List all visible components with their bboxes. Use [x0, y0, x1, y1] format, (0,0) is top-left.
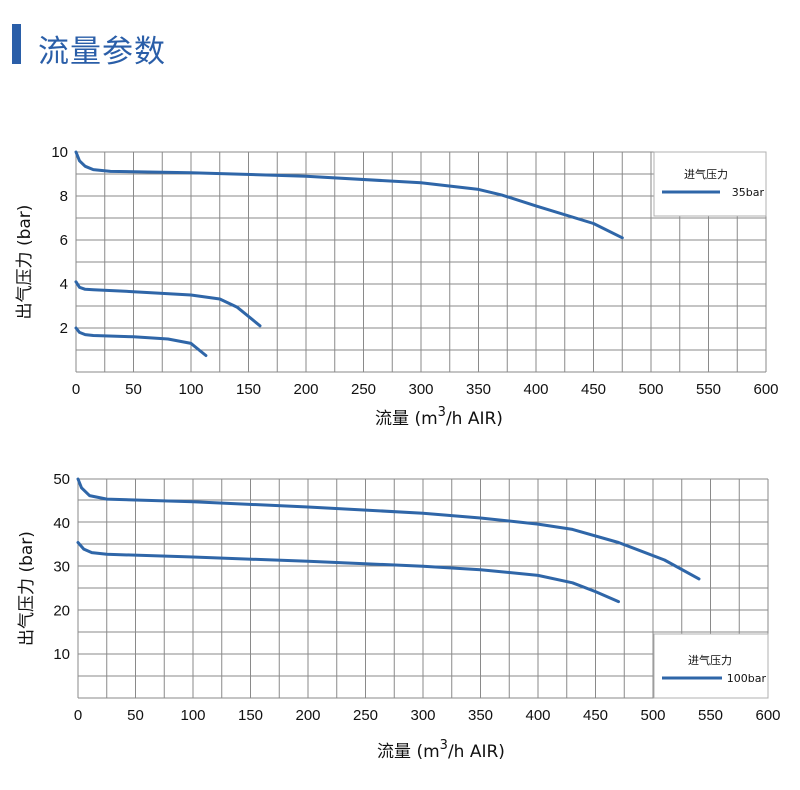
x-tick-label: 0: [72, 381, 80, 398]
x-tick-label: 200: [293, 381, 318, 398]
x-tick-label: 400: [523, 381, 548, 398]
x-tick-label: 50: [127, 707, 144, 724]
x-tick-label: 150: [238, 707, 263, 724]
page-title: 流量参数: [38, 34, 166, 70]
x-axis-label: 流量 (m3/h AIR): [375, 405, 503, 429]
y-tick-label: 40: [53, 515, 70, 532]
y-tick-label: 8: [60, 188, 68, 205]
x-tick-label: 300: [410, 707, 435, 724]
x-tick-label: 200: [295, 707, 320, 724]
x-tick-label: 450: [583, 707, 608, 724]
x-tick-label: 400: [525, 707, 550, 724]
legend-entry: 35bar: [732, 186, 765, 199]
chart-1: 进气压力 35bar 0 50 100 150 200 250 300 350 400 450 500 5…: [15, 144, 779, 429]
series-line-2: [76, 541, 620, 604]
y-tick-label: 4: [60, 276, 68, 293]
y-tick-label: 10: [53, 646, 70, 663]
x-tick-label: 150: [236, 381, 261, 398]
legend-entry: 100bar: [727, 672, 767, 685]
x-tick-label: 600: [755, 707, 780, 724]
x-tick-label: 450: [581, 381, 606, 398]
x-tick-label: 100: [180, 707, 205, 724]
x-tick-label: 300: [408, 381, 433, 398]
x-axis-label: 流量 (m3/h AIR): [377, 738, 505, 762]
x-tick-label: 600: [753, 381, 778, 398]
legend-title: 进气压力: [684, 167, 728, 181]
x-tick-label: 350: [466, 381, 491, 398]
x-tick-label: 50: [125, 381, 142, 398]
x-tick-label: 250: [351, 381, 376, 398]
x-tick-label: 0: [74, 707, 82, 724]
x-tick-label: 100: [178, 381, 203, 398]
y-tick-label: 2: [60, 320, 68, 337]
title-accent-bar: [12, 24, 21, 64]
y-tick-label: 6: [60, 232, 68, 249]
y-tick-label: 20: [53, 602, 70, 619]
x-tick-label: 350: [468, 707, 493, 724]
legend-title: 进气压力: [688, 653, 732, 667]
series-line-3: [74, 326, 208, 357]
x-tick-label: 550: [696, 381, 721, 398]
series-line-1: [74, 150, 624, 240]
y-axis-label: 出气压力 (bar): [15, 205, 35, 320]
legend-box: [653, 151, 767, 217]
chart-2: 进气压力 100bar 0 50 100 150 200 250 300 350 400 450 500…: [17, 471, 781, 762]
y-tick-label: 10: [51, 144, 68, 161]
x-tick-label: 250: [353, 707, 378, 724]
y-tick-label: 30: [53, 559, 70, 576]
x-tick-label: 500: [638, 381, 663, 398]
x-tick-label: 550: [698, 707, 723, 724]
y-tick-label: 50: [53, 471, 70, 488]
series-line-2: [74, 280, 262, 328]
legend-box: [653, 633, 769, 699]
y-axis-label: 出气压力 (bar): [17, 531, 37, 646]
series-line-1: [76, 477, 701, 581]
x-tick-label: 500: [640, 707, 665, 724]
